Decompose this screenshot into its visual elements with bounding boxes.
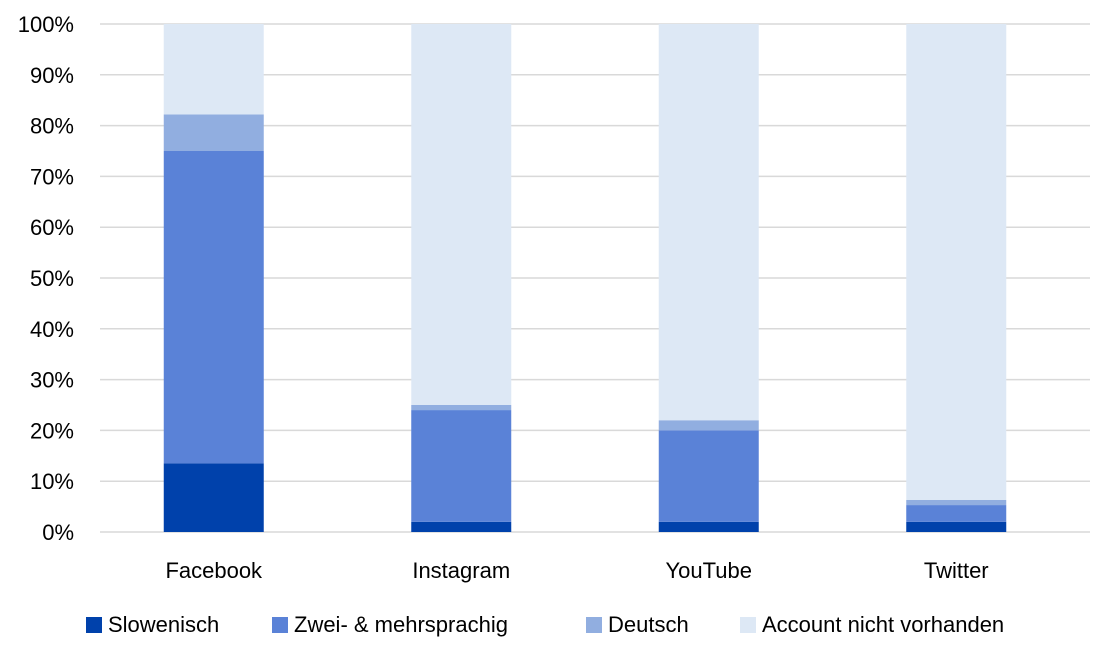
bar-segment xyxy=(163,24,264,115)
y-axis: 0% 10% 20% 30% 40% 50% 60% 70% 80% 90% 100% xyxy=(18,12,74,545)
bar-segment xyxy=(163,463,264,532)
y-tick-label: 40% xyxy=(30,317,74,342)
x-tick-label: Twitter xyxy=(924,558,989,583)
y-tick-label: 80% xyxy=(30,114,74,139)
x-tick-label: YouTube xyxy=(666,558,752,583)
legend: Slowenisch Zwei- & mehrsprachig Deutsch Acc… xyxy=(86,612,1004,637)
bar-segment xyxy=(163,114,264,151)
y-tick-label: 60% xyxy=(30,215,74,240)
bar-segment xyxy=(411,521,512,532)
legend-swatch xyxy=(740,617,756,633)
y-tick-label: 0% xyxy=(42,520,74,545)
bar-segment xyxy=(658,521,759,532)
legend-swatch xyxy=(272,617,288,633)
y-tick-label: 90% xyxy=(30,63,74,88)
y-tick-label: 70% xyxy=(30,164,74,189)
x-axis: Facebook Instagram YouTube Twitter xyxy=(165,558,988,583)
legend-label: Deutsch xyxy=(608,612,689,637)
y-tick-label: 10% xyxy=(30,469,74,494)
x-tick-label: Instagram xyxy=(412,558,510,583)
bar-segment xyxy=(906,24,1007,500)
bar-segment xyxy=(411,410,512,522)
legend-label: Slowenisch xyxy=(108,612,219,637)
bar-segment xyxy=(163,151,264,464)
y-tick-label: 100% xyxy=(18,12,74,37)
bar-segment xyxy=(906,499,1007,506)
legend-label: Zwei- & mehrsprachig xyxy=(294,612,508,637)
bar-segment xyxy=(411,405,512,411)
bar-segment xyxy=(658,420,759,431)
legend-label: Account nicht vorhanden xyxy=(762,612,1004,637)
x-tick-label: Facebook xyxy=(165,558,263,583)
y-tick-label: 50% xyxy=(30,266,74,291)
bar-segment xyxy=(906,521,1007,532)
bar-segment xyxy=(906,505,1007,522)
legend-swatch xyxy=(586,617,602,633)
bar-segment xyxy=(658,24,759,421)
legend-swatch xyxy=(86,617,102,633)
bar-segment xyxy=(658,430,759,522)
y-tick-label: 30% xyxy=(30,368,74,393)
bars xyxy=(163,24,1007,532)
y-tick-label: 20% xyxy=(30,418,74,443)
bar-segment xyxy=(411,24,512,405)
